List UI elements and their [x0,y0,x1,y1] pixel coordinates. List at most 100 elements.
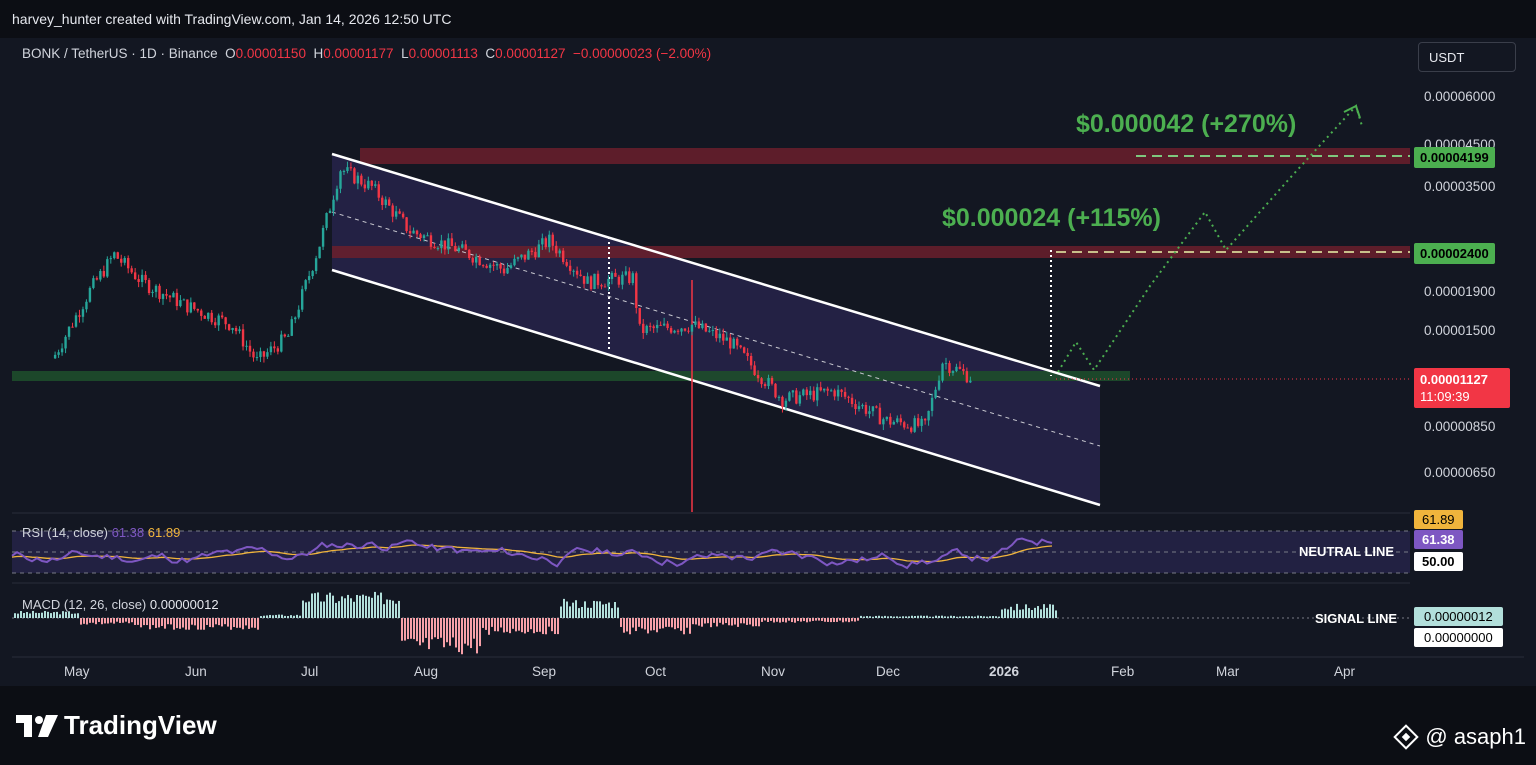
candle-body [687,330,690,332]
macd-bar [59,614,61,618]
candle-body [419,234,422,239]
macd-bar [287,616,289,618]
macd-bar [488,618,490,635]
macd-bar [53,612,55,618]
ohlc-legend[interactable]: BONK / TetherUS · 1D · Binance O0.000011… [22,46,711,61]
candle-body [951,371,955,373]
macd-bar [434,618,436,638]
macd-bar [698,618,700,626]
candle-body [374,184,377,186]
candle-body [485,265,488,268]
tradingview-brand[interactable]: TradingView [16,710,217,741]
macd-bar [272,615,274,618]
candle-body [948,363,951,373]
candle-body [443,240,447,250]
macd-bar [305,602,307,618]
candle-body [774,383,777,398]
macd-bar [515,618,517,632]
macd-bar [194,618,196,626]
macd-bar [869,616,871,618]
macd-bar [266,615,268,618]
candle-body [819,387,822,391]
target2-label: $0.000042 (+270%) [1076,110,1296,138]
macd-bar [116,618,118,622]
candle-body [701,323,704,329]
macd-bar [50,613,52,618]
candle-body [642,323,645,334]
macd-bar [659,618,661,629]
last-price-value: 0.00001127 [1420,372,1488,387]
macd-bar [545,618,547,635]
macd-bar [596,601,598,618]
macd-bar [188,618,190,630]
macd-bar [491,618,493,627]
candle-body [749,355,753,366]
symbol-name[interactable]: BONK / TetherUS · 1D · Binance [22,46,218,61]
price-axis[interactable]: 0.00006000 0.00004500 0.00003500 0.00001… [1424,89,1495,480]
candle-body [342,171,346,173]
candle-body [659,324,662,326]
candle-body [495,263,499,266]
macd-bar [428,618,430,650]
macd-bar [26,612,28,618]
candle-body [791,390,795,393]
time-tick: 2026 [989,664,1020,679]
macd-bar [482,618,484,628]
macd-bar [1046,607,1048,618]
macd-bar [392,600,394,618]
candle-body [147,280,151,294]
macd-bar [791,618,793,623]
macd-bar [581,607,583,618]
candle-body [589,276,593,290]
macd-bar [914,615,916,618]
rsi-legend[interactable]: RSI (14, close) 61.38 61.89 [22,525,180,540]
macd-bar [47,611,49,618]
macd-bar [227,618,229,627]
currency-selector[interactable]: USDT [1418,42,1516,72]
candle-body [224,317,227,325]
macd-bar [917,615,919,618]
candle-body [335,188,339,200]
candle-body [767,377,770,387]
macd-bar [602,604,604,618]
candle-body [394,211,398,217]
macd-bar [1022,609,1024,618]
macd-pane[interactable] [12,591,1410,655]
macd-label: MACD (12, 26, close) [22,597,147,612]
macd-bar [992,616,994,618]
time-tick: Jun [185,664,207,679]
macd-zero-tag: 0.00000000 [1414,628,1503,647]
macd-bar [740,618,742,624]
macd-bar [938,615,940,618]
candle-body [965,371,969,383]
macd-bar [374,591,376,618]
macd-bar [236,618,238,628]
candle-body [579,274,582,276]
rsi-pane[interactable] [11,530,1410,574]
macd-legend[interactable]: MACD (12, 26, close) 0.00000012 [22,597,219,612]
candle-body [471,258,474,263]
macd-bar [122,618,124,623]
macd-bar [755,618,757,627]
candle-body [798,395,802,404]
candle-body [60,348,64,353]
macd-bar [797,618,799,622]
candle-body [74,315,78,327]
time-axis[interactable]: May Jun Jul Aug Sep Oct Nov Dec 2026 Feb… [64,664,1356,679]
candle-body [422,235,426,239]
candle-body [868,411,871,414]
macd-bar [830,618,832,623]
candle-body [690,324,694,332]
candle-body [649,325,652,327]
macd-bar [944,616,946,618]
macd-bar [110,618,112,623]
macd-bar [632,618,634,628]
macd-bar [95,618,97,625]
candle-body [220,315,224,318]
macd-bar [260,616,262,618]
candle-body [301,289,304,310]
macd-bar [422,618,424,643]
macd-bar [1028,608,1030,618]
macd-bar [812,618,814,621]
